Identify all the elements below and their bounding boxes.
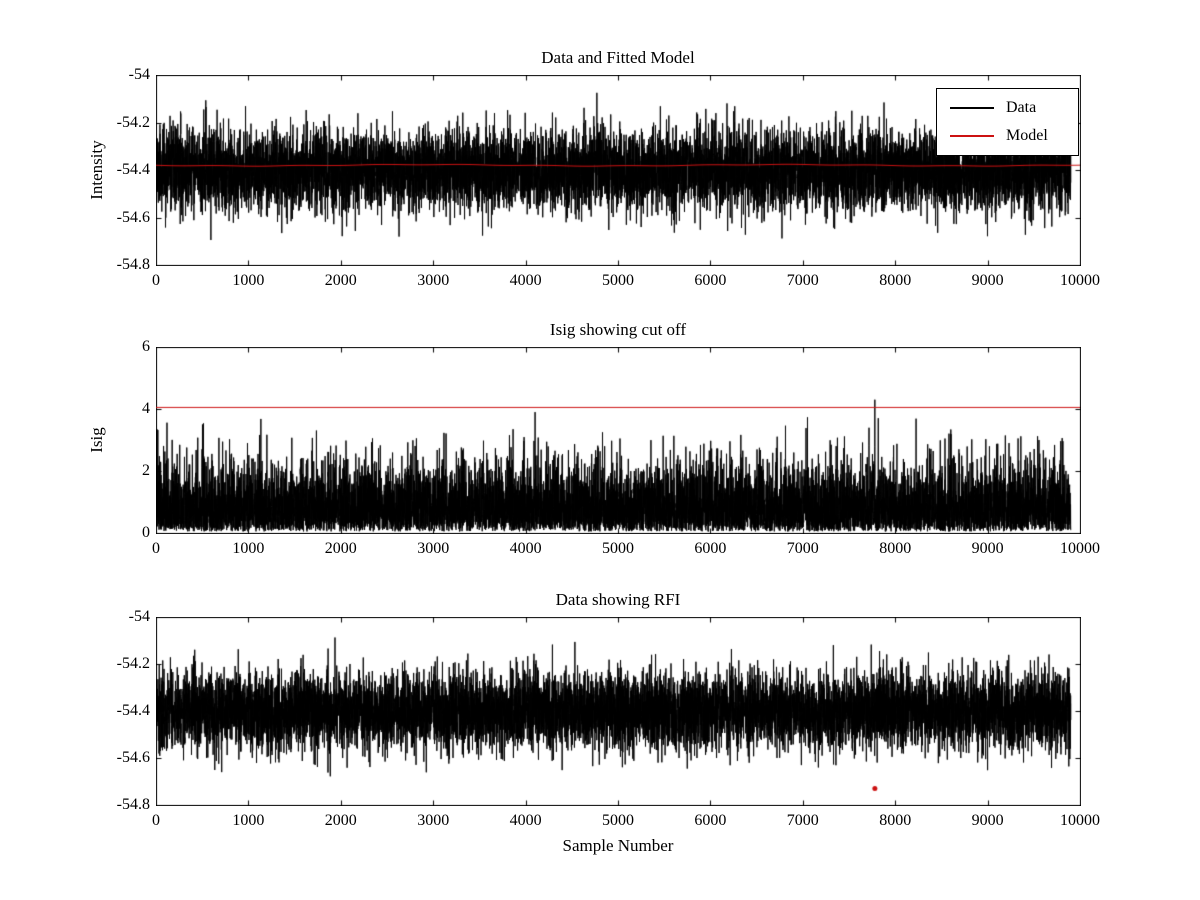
x-tick-label: 9000	[971, 812, 1004, 829]
subplot-2-title: Isig showing cut off	[549, 320, 687, 339]
x-tick-label: 9000	[971, 272, 1004, 289]
x-tick-label: 6000	[694, 540, 727, 557]
y-tick-label: -54.4	[116, 702, 150, 719]
x-tick-label: 2000	[324, 272, 357, 289]
y-tick-label: -54.8	[116, 796, 150, 813]
x-tick-label: 0	[152, 812, 160, 829]
x-tick-label: 7000	[786, 540, 819, 557]
x-tick-label: 4000	[509, 272, 542, 289]
subplot-2-ylabel: Isig	[87, 427, 106, 453]
y-tick-label: -54.4	[116, 161, 150, 178]
x-tick-label: 8000	[879, 540, 912, 557]
legend-label-data: Data	[1006, 99, 1037, 116]
x-tick-label: 5000	[602, 540, 634, 557]
x-tick-label: 6000	[694, 272, 727, 289]
y-tick-label: 4	[142, 400, 150, 417]
x-tick-label: 0	[152, 272, 160, 289]
subplot-1-title: Data and Fitted Model	[541, 48, 695, 67]
x-tick-label: 9000	[971, 540, 1004, 557]
x-tick-label: 7000	[786, 812, 819, 829]
x-tick-label: 7000	[786, 272, 819, 289]
x-tick-label: 2000	[324, 540, 357, 557]
subplot-1-canvas	[156, 75, 1081, 266]
y-tick-label: -54.2	[116, 113, 150, 131]
legend-line-sample-model	[950, 135, 994, 137]
x-axis-label: Sample Number	[562, 836, 674, 855]
y-tick-label: -54.6	[116, 208, 150, 226]
y-tick-label: 2	[142, 462, 150, 479]
x-tick-label: 4000	[509, 540, 542, 557]
legend-row-model: Model	[937, 127, 1078, 145]
x-tick-label: 5000	[602, 812, 634, 829]
x-tick-label: 3000	[417, 272, 450, 289]
x-tick-label: 10000	[1060, 540, 1100, 557]
x-tick-label: 6000	[694, 812, 727, 829]
legend: Data Model	[936, 88, 1079, 156]
x-tick-label: 3000	[417, 540, 450, 557]
subplot-3-canvas	[156, 617, 1081, 806]
y-tick-label: -54.6	[116, 749, 150, 766]
y-tick-label: 6	[142, 338, 150, 355]
subplot-3-title: Data showing RFI	[555, 590, 681, 609]
x-tick-label: 8000	[879, 812, 912, 829]
x-tick-label: 0	[152, 540, 160, 557]
x-tick-label: 4000	[509, 812, 542, 829]
x-tick-label: 2000	[324, 812, 357, 829]
x-tick-label: 1000	[232, 540, 265, 557]
legend-line-sample-data	[950, 107, 994, 109]
x-tick-label: 1000	[232, 272, 265, 289]
legend-row-data: Data	[937, 99, 1078, 117]
x-tick-label: 5000	[602, 272, 634, 289]
legend-label-model: Model	[1006, 127, 1048, 144]
x-tick-label: 8000	[879, 272, 912, 289]
y-tick-label: -54	[128, 608, 150, 625]
y-tick-label: -54.2	[116, 655, 150, 672]
y-tick-label: 0	[142, 524, 150, 541]
x-tick-label: 3000	[417, 812, 450, 829]
x-tick-label: 10000	[1060, 272, 1100, 289]
y-tick-label: -54.8	[116, 256, 150, 273]
y-tick-label: -54	[128, 66, 150, 83]
x-tick-label: 1000	[232, 812, 265, 829]
subplot-2-canvas	[156, 347, 1081, 534]
x-tick-label: 10000	[1060, 812, 1100, 829]
